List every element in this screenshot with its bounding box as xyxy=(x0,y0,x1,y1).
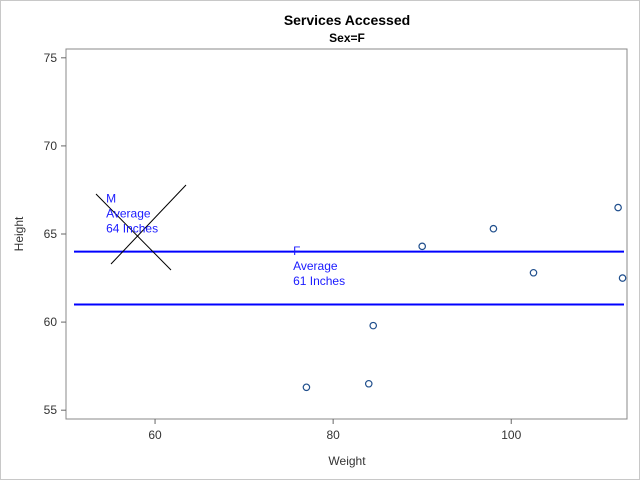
annotation-text: Average xyxy=(293,259,338,273)
annotation-text: Average xyxy=(106,206,151,220)
x-axis: 60 80 100 xyxy=(148,419,522,442)
cross-stroke-1 xyxy=(95,193,172,271)
x-tick-label: 60 xyxy=(148,428,162,442)
data-point xyxy=(489,224,498,233)
annotation-text: 61 Inches xyxy=(293,274,345,288)
data-point xyxy=(364,379,373,388)
chart-subtitle: Sex=F xyxy=(329,31,365,45)
reference-lines xyxy=(74,250,624,306)
y-tick-label: 70 xyxy=(44,139,58,153)
data-points xyxy=(302,203,627,392)
y-tick-label: 55 xyxy=(44,403,58,417)
data-point xyxy=(618,274,627,282)
y-tick-label: 75 xyxy=(44,51,58,65)
data-point xyxy=(614,203,622,212)
cross-stroke-2 xyxy=(110,184,187,265)
data-point xyxy=(302,383,311,392)
cross-mark xyxy=(95,184,187,271)
data-point xyxy=(529,268,538,277)
y-axis: 55 60 65 70 75 xyxy=(44,51,66,417)
y-tick-label: 60 xyxy=(44,315,58,329)
x-tick-label: 100 xyxy=(501,428,521,442)
annotation-text: F xyxy=(293,244,300,258)
x-axis-label: Weight xyxy=(328,454,366,468)
data-point xyxy=(418,242,426,251)
data-point xyxy=(369,321,378,330)
y-axis-label: Height xyxy=(12,216,26,251)
x-tick-label: 80 xyxy=(326,428,340,442)
chart-title: Services Accessed xyxy=(284,12,410,28)
y-tick-label: 65 xyxy=(44,227,58,241)
annotation-text: 64 Inches xyxy=(106,221,158,235)
annotation-text: M xyxy=(106,191,116,205)
